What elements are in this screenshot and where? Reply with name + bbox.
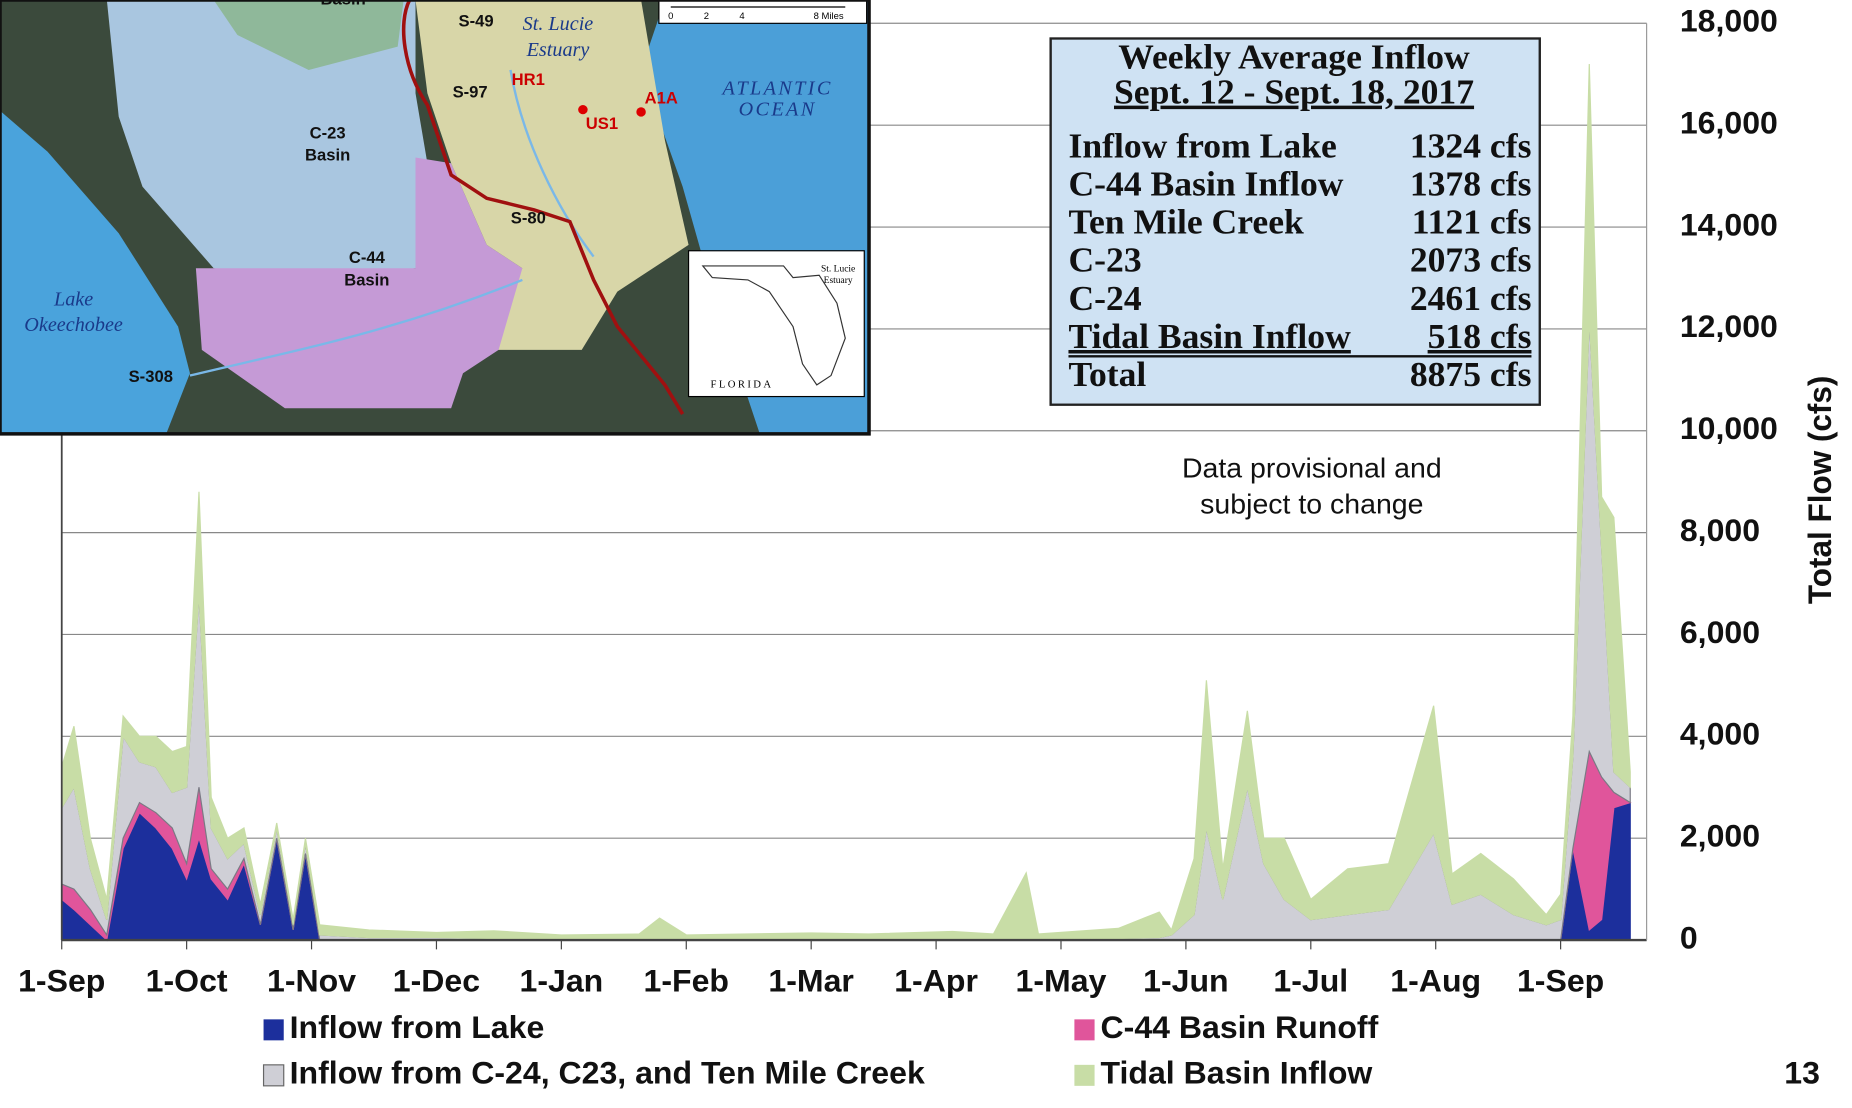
map-label: A1A	[645, 90, 678, 108]
y-tick-label: 4,000	[1680, 716, 1760, 752]
x-tick-label: 1-May	[1016, 963, 1107, 999]
annotation: subject to change	[1200, 488, 1423, 520]
map-label: Okeechobee	[24, 314, 123, 336]
map-label: US1	[586, 115, 618, 133]
map-label: S-97	[453, 84, 488, 102]
annotation: Data provisional and	[1182, 452, 1442, 484]
x-tick-label: 1-Dec	[393, 963, 480, 999]
info-title: Sept. 12 - Sept. 18, 2017	[1114, 73, 1474, 112]
legend-label: C-44 Basin Runoff	[1101, 1009, 1379, 1045]
chart: 0 2,000 4,000 6,000 8,000 10,000 12,000 14,000 1…	[0, 0, 1852, 1108]
page: {"chart_data": {"type": "area", "x": ["1…	[0, 0, 1852, 1108]
x-tick-label: 1-Apr	[894, 963, 978, 999]
map-label: S-80	[511, 210, 546, 228]
x-tick-label: 1-Jul	[1273, 963, 1348, 999]
map-point	[636, 107, 645, 116]
info-row-value: 1324 cfs	[1410, 127, 1532, 166]
map-scale-label: 2	[704, 10, 709, 21]
info-title: Weekly Average Inflow	[1118, 38, 1470, 77]
y-tick-label: 0	[1680, 920, 1698, 956]
info-row-value: 518 cfs	[1428, 317, 1532, 356]
map: 0 2 4 8 Miles Basin S-49 St. Lucie Estua…	[0, 0, 869, 434]
map-label: C-44	[349, 249, 386, 267]
legend-swatch	[1074, 1065, 1094, 1086]
map-label: C-23	[310, 125, 346, 143]
overlay: 0 2 4 8 Miles Basin S-49 St. Lucie Estua…	[0, 0, 1540, 520]
x-tick-label: 1-Aug	[1390, 963, 1481, 999]
y-tick-label: 18,000	[1680, 3, 1778, 39]
page-number: 13	[1784, 1055, 1820, 1091]
info-row-value: 1121 cfs	[1412, 203, 1532, 242]
legend-swatch	[264, 1065, 284, 1086]
info-row-label: C-23	[1068, 241, 1141, 280]
legend-label: Inflow from Lake	[290, 1009, 545, 1045]
map-scale-label: 4	[739, 10, 744, 21]
map-label: Estuary	[526, 39, 590, 61]
map-label: FLORIDA	[711, 379, 774, 390]
x-tick-label: 1-Nov	[267, 963, 356, 999]
info-row-value: 8875 cfs	[1410, 355, 1532, 394]
map-label: St. Lucie	[821, 265, 855, 275]
y-tick-label: 16,000	[1680, 105, 1778, 141]
info-row-label: C-24	[1068, 279, 1141, 318]
legend-label: Tidal Basin Inflow	[1101, 1055, 1373, 1091]
x-tick-label: 1-Feb	[644, 963, 729, 999]
x-tick-label: 1-Mar	[768, 963, 853, 999]
map-label: Basin	[344, 272, 389, 290]
map-label: Estuary	[824, 276, 853, 286]
map-label: HR1	[512, 71, 545, 89]
map-scale-label: 0	[668, 10, 673, 21]
info-row-label: Inflow from Lake	[1068, 127, 1336, 166]
legend-label: Inflow from C-24, C23, and Ten Mile Cree…	[290, 1055, 925, 1091]
info-row-label: C-44 Basin Inflow	[1068, 165, 1344, 204]
y-tick-label: 8,000	[1680, 512, 1760, 548]
y-axis-title: Total Flow (cfs)	[1802, 376, 1838, 605]
map-label: OCEAN	[739, 99, 817, 121]
map-label: S-308	[129, 368, 173, 386]
y-tick-label: 12,000	[1680, 308, 1778, 344]
map-label: Lake	[53, 289, 93, 311]
y-tick-label: 2,000	[1680, 818, 1760, 854]
map-label: ATLANTIC	[720, 78, 832, 100]
x-tick-label: 1-Jun	[1143, 963, 1228, 999]
info-row-value: 1378 cfs	[1410, 165, 1532, 204]
y-tick-label: 14,000	[1680, 207, 1778, 243]
info-box: Weekly Average Inflow Sept. 12 - Sept. 1…	[1051, 38, 1540, 405]
x-tick-label: 1-Sep	[18, 963, 105, 999]
map-scale-label: 8 Miles	[814, 10, 844, 21]
x-tick-label: 1-Oct	[146, 963, 228, 999]
map-point	[578, 105, 587, 114]
map-label: Basin	[305, 147, 350, 165]
y-tick-label: 6,000	[1680, 614, 1760, 650]
info-row-label: Total	[1068, 355, 1146, 394]
x-tick-label: 1-Sep	[1517, 963, 1604, 999]
info-row-label: Tidal Basin Inflow	[1068, 317, 1351, 356]
legend-swatch	[264, 1019, 284, 1040]
map-label: St. Lucie	[523, 13, 594, 35]
y-tick-label: 10,000	[1680, 410, 1778, 446]
x-tick-label: 1-Jan	[520, 963, 604, 999]
legend-swatch	[1074, 1019, 1094, 1040]
info-row-value: 2461 cfs	[1410, 279, 1532, 318]
info-row-label: Ten Mile Creek	[1068, 203, 1304, 242]
map-label: S-49	[459, 13, 494, 31]
info-row-value: 2073 cfs	[1410, 241, 1532, 280]
